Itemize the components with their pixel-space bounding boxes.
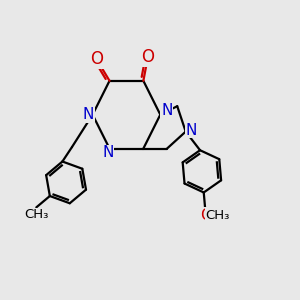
Text: N: N xyxy=(82,107,94,122)
Text: O: O xyxy=(90,50,103,68)
Text: N: N xyxy=(186,123,197,138)
Text: O: O xyxy=(200,208,212,223)
Text: O: O xyxy=(141,48,154,66)
Text: CH₃: CH₃ xyxy=(24,208,49,221)
Text: N: N xyxy=(102,146,114,160)
Text: CH₃: CH₃ xyxy=(205,209,230,222)
Text: N: N xyxy=(161,103,172,118)
